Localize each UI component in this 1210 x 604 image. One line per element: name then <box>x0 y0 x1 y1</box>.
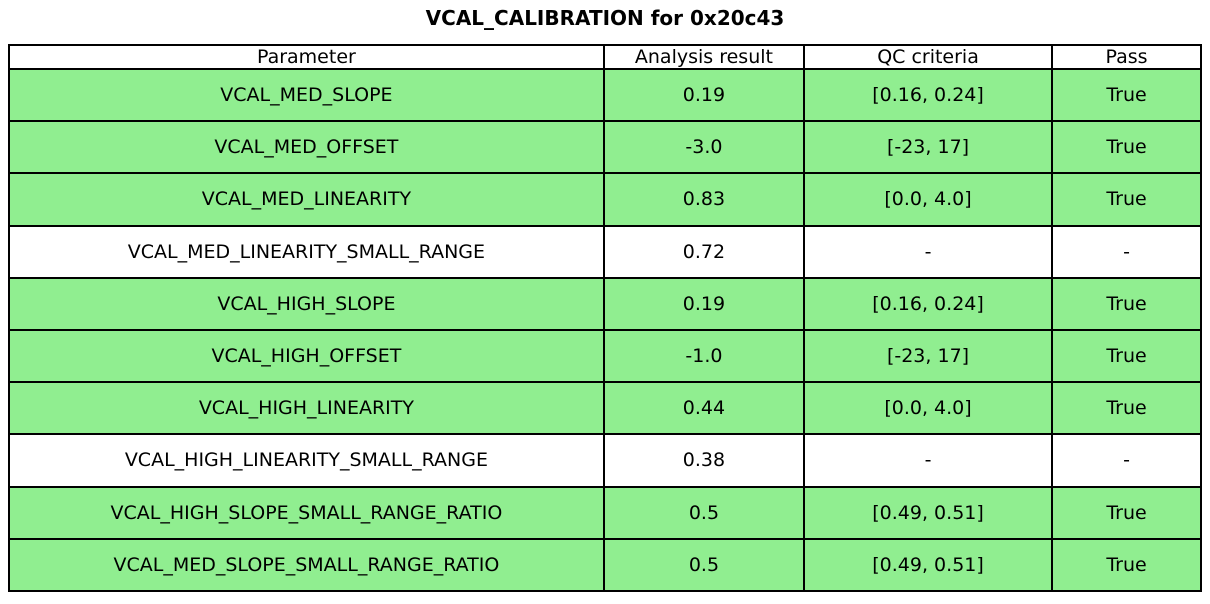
table-row: VCAL_MED_OFFSET -3.0 [-23, 17] True <box>8 120 1203 175</box>
column-header-pass: Pass <box>1050 44 1203 70</box>
cell-pass: - <box>1050 224 1203 279</box>
cell-pass: True <box>1050 381 1203 436</box>
cell-analysis-result: 0.83 <box>602 172 806 227</box>
cell-parameter: VCAL_MED_LINEARITY_SMALL_RANGE <box>8 224 605 279</box>
cell-qc-criteria: [0.0, 4.0] <box>803 381 1053 436</box>
cell-analysis-result: 0.38 <box>602 433 806 488</box>
cell-analysis-result: -1.0 <box>602 328 806 384</box>
cell-parameter: VCAL_HIGH_LINEARITY <box>8 381 605 436</box>
cell-parameter: VCAL_MED_LINEARITY <box>8 172 605 227</box>
table-row: VCAL_HIGH_SLOPE_SMALL_RANGE_RATIO 0.5 [0.4… <box>8 485 1203 540</box>
cell-qc-criteria: - <box>803 224 1053 279</box>
column-header-analysis-result: Analysis result <box>602 44 806 70</box>
page-title: VCAL_CALIBRATION for 0x20c43 <box>425 6 785 30</box>
column-header-qc-criteria: QC criteria <box>803 44 1053 70</box>
cell-parameter: VCAL_MED_SLOPE <box>8 67 605 123</box>
cell-analysis-result: 0.44 <box>602 381 806 436</box>
cell-pass: True <box>1050 172 1203 227</box>
table-row: VCAL_MED_LINEARITY_SMALL_RANGE 0.72- - <box>8 224 1203 279</box>
cell-parameter: VCAL_HIGH_LINEARITY_SMALL_RANGE <box>8 433 605 488</box>
cell-qc-criteria: [0.16, 0.24] <box>803 276 1053 331</box>
cell-analysis-result: 0.72 <box>602 224 806 279</box>
cell-qc-criteria: [0.49, 0.51] <box>803 485 1053 540</box>
cell-pass: True <box>1050 537 1203 593</box>
cell-qc-criteria: [0.49, 0.51] <box>803 537 1053 593</box>
table-row: VCAL_MED_SLOPE_SMALL_RANGE_RATIO 0.5 [0.49… <box>8 537 1203 593</box>
cell-pass: True <box>1050 485 1203 540</box>
table-row: VCAL_HIGH_LINEARITY 0.44 [0.0, 4.0] True <box>8 381 1203 436</box>
cell-qc-criteria: [-23, 17] <box>803 120 1053 175</box>
table-row: VCAL_MED_SLOPE 0.19 [0.16, 0.24] True <box>8 67 1203 123</box>
cell-parameter: VCAL_MED_SLOPE_SMALL_RANGE_RATIO <box>8 537 605 593</box>
cell-analysis-result: -3.0 <box>602 120 806 175</box>
table-row: VCAL_HIGH_SLOPE 0.19 [0.16, 0.24] True <box>8 276 1203 331</box>
cell-pass: True <box>1050 276 1203 331</box>
table-header: Parameter Analysis result QC criteria Pa… <box>8 44 1203 70</box>
cell-qc-criteria: [-23, 17] <box>803 328 1053 384</box>
cell-pass: - <box>1050 433 1203 488</box>
column-header-parameter: Parameter <box>8 44 605 70</box>
cell-analysis-result: 0.19 <box>602 276 806 331</box>
cell-analysis-result: 0.5 <box>602 485 806 540</box>
header-row: Parameter Analysis result QC criteria Pa… <box>8 44 1203 70</box>
cell-analysis-result: 0.5 <box>602 537 806 593</box>
cell-qc-criteria: [0.0, 4.0] <box>803 172 1053 227</box>
cell-qc-criteria: [0.16, 0.24] <box>803 67 1053 123</box>
table-row: VCAL_HIGH_OFFSET -1.0 [-23, 17] True <box>8 328 1203 384</box>
cell-parameter: VCAL_MED_OFFSET <box>8 120 605 175</box>
table-body: VCAL_MED_SLOPE 0.19 [0.16, 0.24] True VCAL_M… <box>8 67 1203 593</box>
cell-parameter: VCAL_HIGH_SLOPE <box>8 276 605 331</box>
table-row: VCAL_HIGH_LINEARITY_SMALL_RANGE 0.38- - <box>8 433 1203 488</box>
cell-pass: True <box>1050 67 1203 123</box>
qc-results-table: Parameter Analysis result QC criteria Pa… <box>8 44 1203 593</box>
cell-analysis-result: 0.19 <box>602 67 806 123</box>
cell-pass: True <box>1050 328 1203 384</box>
cell-pass: True <box>1050 120 1203 175</box>
cell-parameter: VCAL_HIGH_OFFSET <box>8 328 605 384</box>
cell-parameter: VCAL_HIGH_SLOPE_SMALL_RANGE_RATIO <box>8 485 605 540</box>
cell-qc-criteria: - <box>803 433 1053 488</box>
table-row: VCAL_MED_LINEARITY 0.83 [0.0, 4.0] True <box>8 172 1203 227</box>
